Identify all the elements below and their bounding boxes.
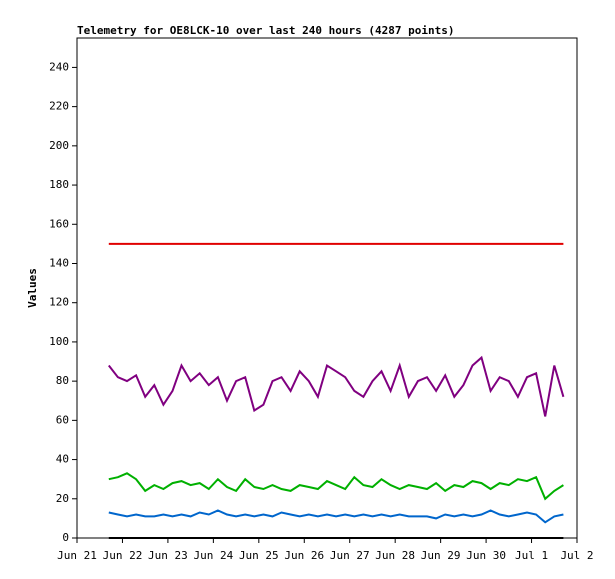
y-tick-label: 120 [49,296,69,309]
chart-title: Telemetry for OE8LCK-10 over last 240 ho… [77,24,455,37]
x-tick-label: Jul 2 [560,549,593,562]
series-line [108,355,565,417]
plot-frame [76,37,578,539]
y-tick-label: 20 [56,492,69,505]
y-tick-label: 40 [56,453,69,466]
y-tick-label: 200 [49,139,69,152]
y-axis-label: Values [26,268,39,308]
x-tick-label: Jun 29 [421,549,461,562]
y-tick-label: 220 [49,100,69,113]
x-tick-label: Jun 23 [148,549,188,562]
y-tick-label: 160 [49,217,69,230]
series-line [108,472,564,501]
series-line [108,509,564,524]
x-tick-label: Jun 28 [375,549,415,562]
x-tick-label: Jun 26 [284,549,324,562]
y-tick-label: 180 [49,178,69,191]
x-tick-label: Jun 21 [57,549,97,562]
x-tick-label: Jun 25 [239,549,279,562]
y-tick-label: 140 [49,256,69,269]
x-tick-label: Jun 30 [466,549,506,562]
x-tick-label: Jun 24 [193,549,233,562]
x-tick-label: Jun 27 [330,549,370,562]
y-tick-label: 240 [49,60,69,73]
y-tick-label: 60 [56,413,69,426]
y-tick-label: 100 [49,335,69,348]
y-tick-label: 80 [56,374,69,387]
x-tick-label: Jun 22 [103,549,143,562]
x-tick-label: Jul 1 [515,549,548,562]
y-tick-label: 0 [62,531,69,544]
